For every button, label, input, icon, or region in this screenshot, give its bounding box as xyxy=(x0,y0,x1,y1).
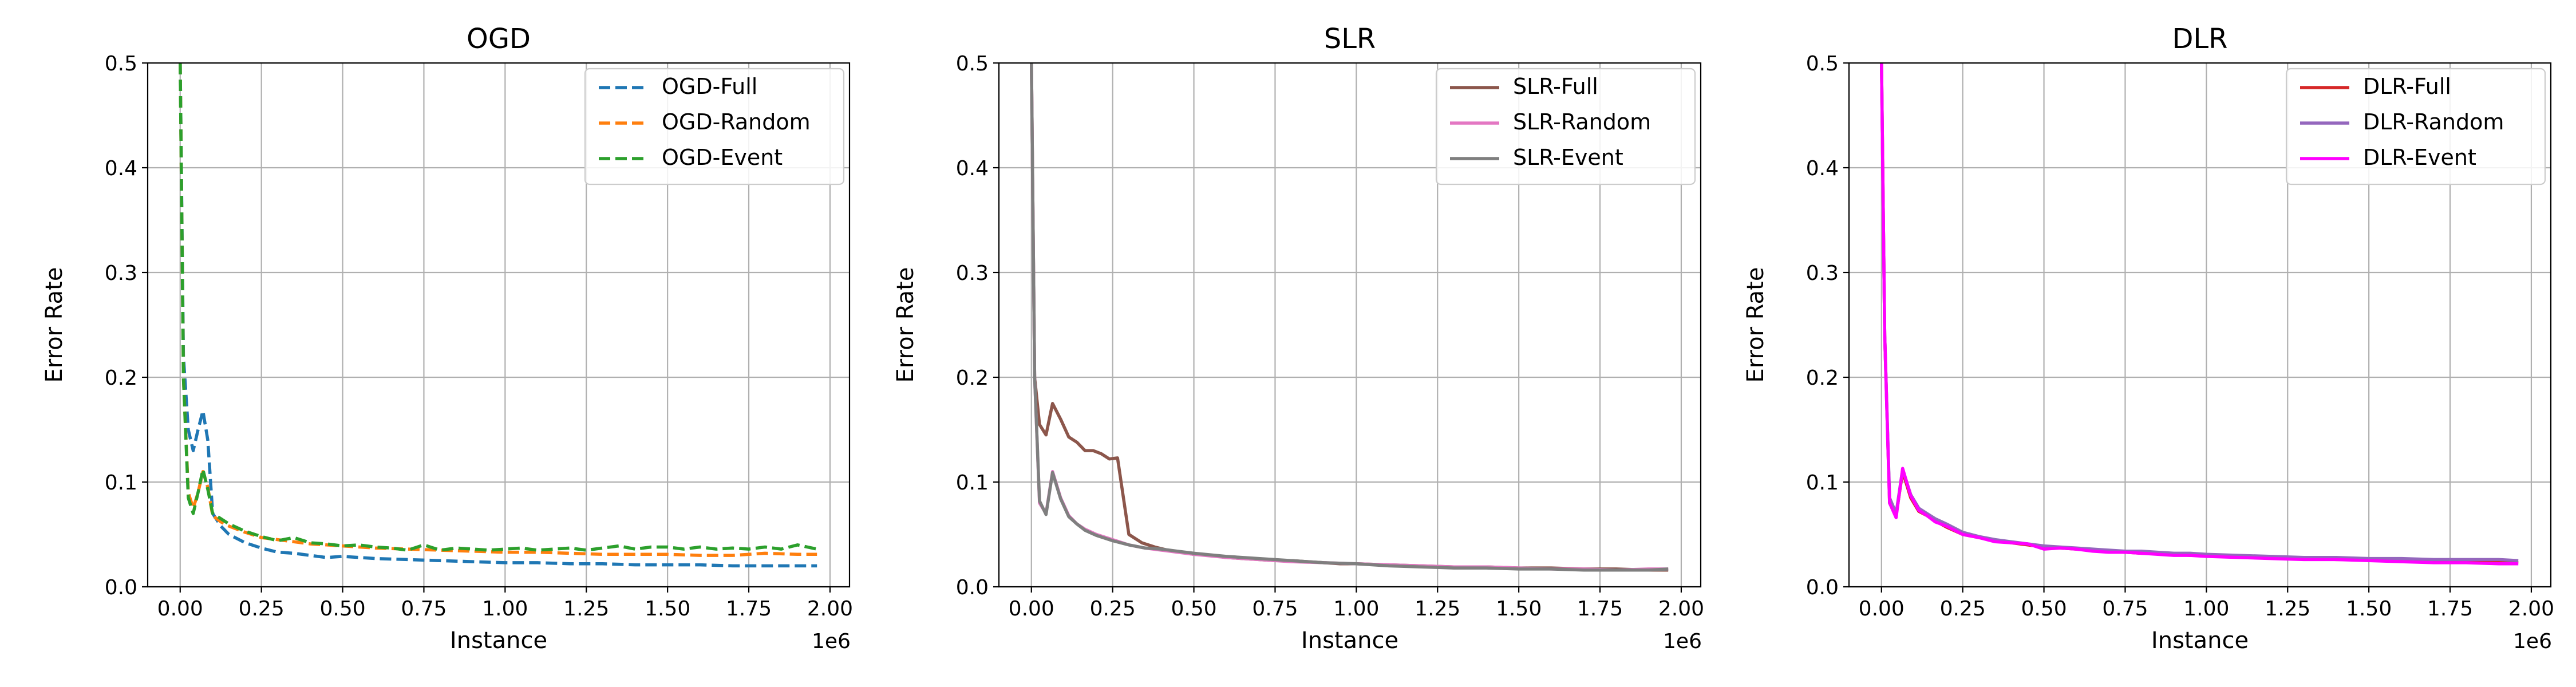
chart-title: OGD xyxy=(467,23,531,55)
legend-label: DLR-Random xyxy=(2363,109,2504,135)
x-tick-label: 0.00 xyxy=(157,597,203,621)
series-group xyxy=(179,63,817,568)
x-tick-label: 1.25 xyxy=(563,597,609,621)
legend-box xyxy=(1435,68,1696,185)
x-tick-label: 0.00 xyxy=(1009,597,1054,621)
legend-label: OGD-Full xyxy=(662,74,757,99)
series-line-dlr-event xyxy=(1880,63,2519,566)
y-tick-label: 0.0 xyxy=(1806,576,1839,599)
x-tick-label: 1.50 xyxy=(645,597,690,621)
y-axis-label: Error Rate xyxy=(1743,267,1769,383)
chart-title: DLR xyxy=(2172,23,2227,55)
legend-label: SLR-Random xyxy=(1513,109,1651,135)
x-tick-label: 1.00 xyxy=(482,597,528,621)
x-offset-label: 1e6 xyxy=(2513,630,2552,653)
legend-label: DLR-Event xyxy=(2363,145,2476,170)
legend-box xyxy=(584,68,845,185)
y-tick-label: 0.5 xyxy=(1806,52,1839,76)
x-tick-label: 2.00 xyxy=(807,597,853,621)
legend-label: DLR-Full xyxy=(2363,74,2451,99)
y-tick-label: 0.5 xyxy=(956,52,989,76)
y-tick-label: 0.5 xyxy=(105,52,137,76)
y-axis-label: Error Rate xyxy=(892,267,919,383)
x-offset-label: 1e6 xyxy=(1663,630,1702,653)
y-tick-label: 0.2 xyxy=(105,366,137,390)
series-line-ogd-event xyxy=(179,63,817,552)
x-tick-label: 1.25 xyxy=(1415,597,1460,621)
panel-ogd: 0.00 0.25 0.50 0.75 1.00 1.25 1.50 1.75 2.00 0.0 0… xyxy=(41,23,853,654)
legend-label: OGD-Event xyxy=(662,145,783,170)
y-tick-label: 0.3 xyxy=(956,262,989,285)
y-tick-label: 0.4 xyxy=(956,157,989,180)
y-tick-label: 0.2 xyxy=(1806,366,1839,390)
series-group xyxy=(1030,63,1669,572)
series-line-slr-event xyxy=(1030,63,1669,572)
y-tick-label: 0.0 xyxy=(956,576,989,599)
x-tick-label: 0.75 xyxy=(2102,597,2148,621)
y-tick-label: 0.3 xyxy=(1806,262,1839,285)
x-tick-label: 0.50 xyxy=(1171,597,1216,621)
x-tick-label: 2.00 xyxy=(2508,597,2554,621)
series-group xyxy=(1880,63,2519,566)
x-tick-label: 0.25 xyxy=(1090,597,1136,621)
legend-label: SLR-Full xyxy=(1513,74,1598,99)
x-tick-label: 1.50 xyxy=(1496,597,1542,621)
x-tick-label: 0.00 xyxy=(1859,597,1905,621)
y-tick-label: 0.4 xyxy=(105,157,137,180)
chart-title: SLR xyxy=(1324,23,1376,55)
x-tick-label: 1.00 xyxy=(1333,597,1379,621)
x-tick-label: 0.50 xyxy=(2021,597,2067,621)
x-tick-label: 0.75 xyxy=(1252,597,1298,621)
x-tick-label: 1.75 xyxy=(2427,597,2473,621)
x-tick-label: 2.00 xyxy=(1658,597,1704,621)
x-axis-label: Instance xyxy=(1301,627,1398,654)
x-tick-label: 0.75 xyxy=(401,597,447,621)
x-tick-label: 1.75 xyxy=(1577,597,1623,621)
y-tick-label: 0.4 xyxy=(1806,157,1839,180)
axes-frame xyxy=(998,62,1702,588)
panel-slr: 0.00 0.25 0.50 0.75 1.00 1.25 1.50 1.75 2.00 0.0 0… xyxy=(892,23,1704,654)
legend: OGD-Full OGD-Random OGD-Event xyxy=(584,68,845,185)
axes-frame xyxy=(147,62,851,588)
legend: SLR-Full SLR-Random SLR-Event xyxy=(1435,68,1696,185)
x-tick-label: 1.50 xyxy=(2346,597,2392,621)
y-tick-label: 0.2 xyxy=(956,366,989,390)
x-axis-label: Instance xyxy=(2151,627,2249,654)
legend: DLR-Full DLR-Random DLR-Event xyxy=(2285,68,2546,185)
y-tick-label: 0.1 xyxy=(1806,471,1839,495)
series-line-ogd-full xyxy=(179,63,817,568)
y-tick-label: 0.3 xyxy=(105,262,137,285)
x-axis-label: Instance xyxy=(450,627,547,654)
x-tick-label: 0.25 xyxy=(239,597,285,621)
y-axis-label: Error Rate xyxy=(41,267,68,383)
legend-label: SLR-Event xyxy=(1513,145,1623,170)
y-tick-label: 0.1 xyxy=(956,471,989,495)
x-offset-label: 1e6 xyxy=(812,630,851,653)
axes-frame xyxy=(1848,62,2552,588)
x-tick-label: 1.75 xyxy=(726,597,772,621)
series-line-ogd-random xyxy=(179,63,817,557)
panel-dlr: 0.00 0.25 0.50 0.75 1.00 1.25 1.50 1.75 2.00 0.0 0… xyxy=(1743,23,2554,654)
x-tick-label: 0.25 xyxy=(1940,597,1986,621)
y-tick-label: 0.0 xyxy=(105,576,137,599)
legend-box xyxy=(2285,68,2546,185)
x-tick-label: 1.00 xyxy=(2183,597,2229,621)
x-tick-label: 0.50 xyxy=(319,597,365,621)
y-tick-label: 0.1 xyxy=(105,471,137,495)
legend-label: OGD-Random xyxy=(662,109,811,135)
x-tick-label: 1.25 xyxy=(2265,597,2310,621)
